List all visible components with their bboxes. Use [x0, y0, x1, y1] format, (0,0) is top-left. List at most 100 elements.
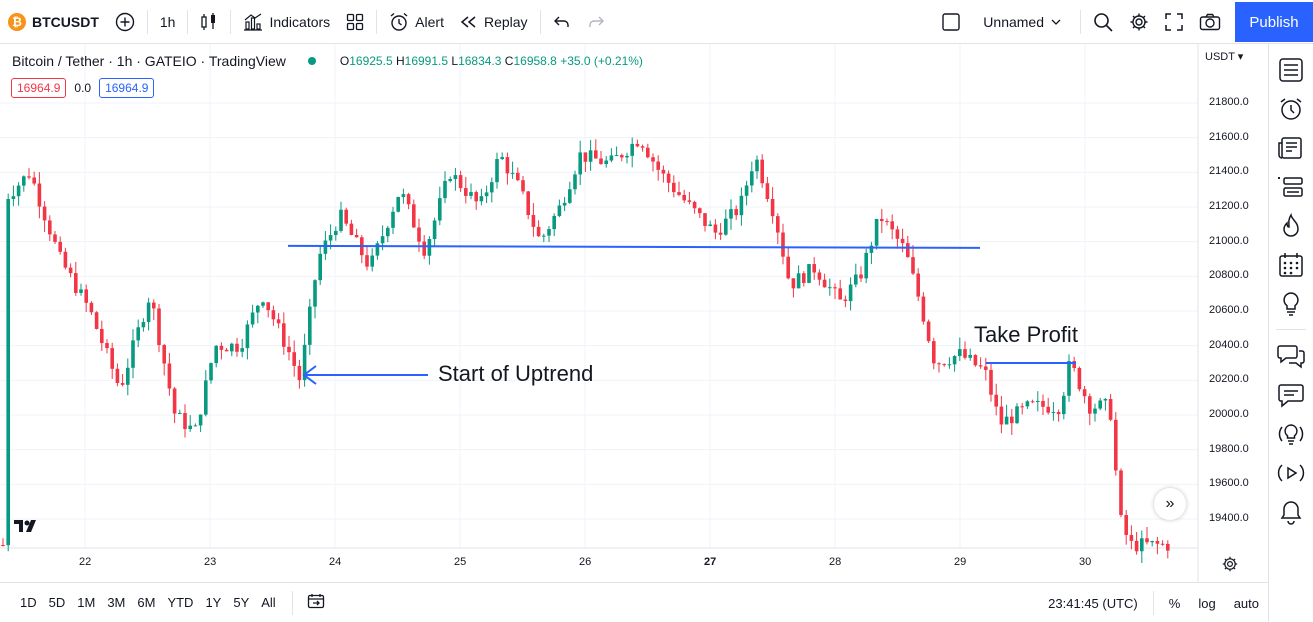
candle [250, 304, 255, 328]
currency-selector[interactable]: USDT ▾ [1205, 51, 1244, 63]
notifications-button[interactable] [1276, 497, 1306, 527]
scroll-to-realtime-button[interactable]: » [1154, 488, 1186, 520]
candle [796, 265, 801, 289]
buy-price-badge[interactable]: 16964.9 [99, 78, 155, 98]
object-tree-button[interactable] [1276, 172, 1306, 202]
tradingview-logo-icon [14, 520, 36, 532]
alert-button[interactable]: Alert [381, 0, 452, 44]
range-button-1y[interactable]: 1Y [205, 595, 222, 610]
gear-icon [1222, 556, 1238, 572]
snapshot-button[interactable] [1191, 0, 1229, 44]
auto-toggle[interactable]: auto [1233, 595, 1259, 611]
broadcasts-button[interactable] [1276, 458, 1306, 488]
candle [833, 283, 837, 300]
candle [521, 175, 525, 195]
candle [438, 186, 442, 226]
range-button-5d[interactable]: 5D [48, 595, 66, 610]
bell-icon [1280, 501, 1302, 525]
candle [1155, 536, 1160, 555]
price-axis-label: 20200.0 [1209, 373, 1249, 386]
hotlists-button[interactable] [1276, 211, 1306, 241]
candle [666, 170, 671, 193]
layout-name-button[interactable]: Unnamed [969, 0, 1076, 44]
calendar-goto-icon [307, 594, 324, 609]
candle [287, 335, 291, 361]
candle [141, 318, 146, 332]
candle [932, 337, 936, 370]
idea-stream-icon [1278, 424, 1304, 445]
price-chart[interactable] [0, 44, 1268, 582]
goto-date-button[interactable] [297, 593, 335, 612]
candle [204, 370, 208, 417]
uptrend-annotation[interactable]: Start of Uptrend [438, 361, 594, 386]
candle [916, 268, 920, 302]
candle [22, 175, 26, 192]
chart-type-button[interactable] [192, 0, 226, 44]
layout-button[interactable] [933, 0, 969, 44]
clock-label[interactable]: 23:41:45 (UTC) [1048, 595, 1138, 611]
candle [167, 352, 172, 396]
symbol-search[interactable]: ₿ BTCUSDT [0, 0, 107, 44]
candle [448, 176, 452, 183]
compare-button[interactable] [107, 0, 143, 44]
range-button-ytd[interactable]: YTD [167, 595, 194, 610]
candle [604, 156, 608, 168]
tradingview-logo[interactable] [14, 518, 40, 539]
indicators-icon [244, 13, 263, 31]
candle [516, 167, 520, 182]
candle [53, 230, 57, 244]
candle [677, 181, 681, 197]
search-button[interactable] [1085, 0, 1121, 44]
candle [807, 263, 811, 284]
candle [885, 218, 889, 226]
candle [313, 279, 317, 319]
candle [479, 188, 484, 206]
calendar-button[interactable] [1276, 250, 1306, 280]
candle [802, 271, 806, 287]
range-button-3m[interactable]: 3M [107, 595, 126, 610]
candle [1145, 527, 1149, 545]
candlesticks [1, 137, 1170, 564]
sell-price-badge[interactable]: 16964.9 [11, 78, 67, 98]
layers-list-icon [1278, 177, 1303, 197]
alerts-button[interactable] [1276, 94, 1306, 124]
range-button-6m[interactable]: 6M [137, 595, 156, 610]
redo-button[interactable] [579, 0, 613, 44]
range-button-1d[interactable]: 1D [20, 595, 37, 610]
market-status-dot [307, 57, 316, 65]
range-button-5y[interactable]: 5Y [233, 595, 250, 610]
candle [750, 161, 754, 193]
log-toggle[interactable]: log [1198, 595, 1216, 611]
settings-button[interactable] [1121, 0, 1157, 44]
interval-button[interactable]: 1h [152, 0, 184, 44]
news-button[interactable] [1276, 133, 1306, 163]
price-axis-label: 20600.0 [1209, 304, 1249, 316]
ideas-button[interactable] [1276, 289, 1306, 319]
streams-button[interactable] [1276, 419, 1306, 449]
publish-button[interactable]: Publish [1235, 2, 1313, 42]
replay-button[interactable]: Replay [452, 0, 536, 44]
candle [1114, 412, 1118, 476]
indicators-button[interactable]: Indicators [235, 0, 338, 44]
axis-settings-button[interactable] [1222, 556, 1238, 577]
candle [427, 236, 432, 265]
candle [6, 193, 10, 552]
candle [490, 177, 494, 203]
candle [724, 209, 728, 236]
minds-button[interactable] [1276, 380, 1306, 410]
percent-toggle[interactable]: % [1168, 595, 1181, 611]
candle [672, 175, 676, 198]
templates-button[interactable] [338, 0, 372, 44]
range-button-1m[interactable]: 1M [77, 595, 96, 610]
undo-button[interactable] [545, 0, 579, 44]
candle [412, 199, 416, 228]
candle [999, 395, 1004, 434]
price-axis-label: 21800.0 [1209, 96, 1249, 108]
candle [984, 357, 988, 381]
candle [1077, 366, 1082, 392]
watchlist-button[interactable] [1276, 55, 1306, 85]
chats-button[interactable] [1276, 341, 1306, 371]
range-button-all[interactable]: All [261, 595, 276, 610]
take-profit-annotation[interactable]: Take Profit [974, 322, 1078, 347]
fullscreen-button[interactable] [1157, 0, 1191, 44]
